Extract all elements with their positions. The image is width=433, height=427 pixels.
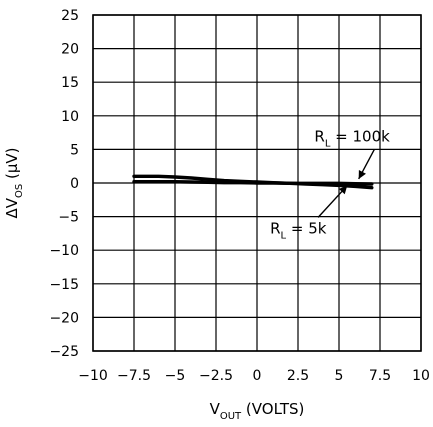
y-axis-label-main: ΔV xyxy=(3,197,21,218)
y-tick-label: 10 xyxy=(61,109,79,125)
x-axis-label-rest: (VOLTS) xyxy=(241,400,304,418)
annotation-arrowhead xyxy=(358,170,366,179)
y-tick-label: −25 xyxy=(49,344,79,360)
annotation-arrowhead xyxy=(338,185,348,195)
y-axis-label: ΔVOS (μV) xyxy=(3,147,25,218)
series-lines xyxy=(132,174,374,190)
x-tick-label: −2.5 xyxy=(199,368,233,384)
y-tick-label: 15 xyxy=(61,75,79,91)
plot-frame xyxy=(92,14,422,352)
x-tick-label: 0 xyxy=(253,368,262,384)
y-tick-label: 25 xyxy=(61,8,79,24)
y-tick-label: −15 xyxy=(49,277,79,293)
x-axis-label-sub: OUT xyxy=(220,411,242,422)
x-tick-label: 2.5 xyxy=(287,368,309,384)
y-axis-label-rest: (μV) xyxy=(3,147,21,183)
series-label-2: RL = 5k xyxy=(270,219,327,241)
series-label-1: RL = 100k xyxy=(314,127,390,149)
x-tick-label: −7.5 xyxy=(117,368,151,384)
grid xyxy=(92,14,422,352)
y-tick-label: 0 xyxy=(70,176,79,192)
x-axis-label: VOUT (VOLTS) xyxy=(210,400,305,422)
y-tick-label: −5 xyxy=(58,210,79,226)
annotations: RL = 100k RL = 5k xyxy=(270,127,390,241)
x-tick-label: 7.5 xyxy=(369,368,391,384)
x-tick-label: −5 xyxy=(165,368,186,384)
y-axis-label-sub: OS xyxy=(14,184,25,198)
x-axis-label-main: V xyxy=(210,400,221,418)
series-line-2 xyxy=(132,180,374,186)
y-tick-label: −20 xyxy=(49,310,79,326)
y-tick-label: 20 xyxy=(61,42,79,58)
x-tick-label: −10 xyxy=(78,368,108,384)
y-tick-labels: 25 20 15 10 5 0 −5 −10 −15 −20 −25 xyxy=(49,8,79,360)
x-tick-label: 5 xyxy=(335,368,344,384)
y-tick-label: 5 xyxy=(70,142,79,158)
y-tick-label: −10 xyxy=(49,243,79,259)
x-tick-label: 10 xyxy=(412,368,430,384)
x-tick-labels: −10 −7.5 −5 −2.5 0 2.5 5 7.5 10 xyxy=(78,368,430,384)
